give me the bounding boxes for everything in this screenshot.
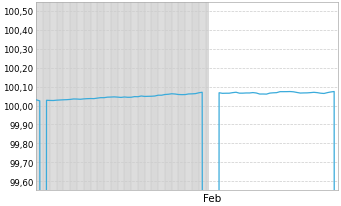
Bar [77,4,84,190]
Bar [131,4,138,190]
Bar [104,4,111,190]
Bar [36,4,43,190]
Bar [185,4,192,190]
Bar [90,4,97,190]
Bar [199,4,206,190]
Bar [172,4,178,190]
Bar [36,4,209,190]
Bar [50,4,57,190]
Bar [118,4,124,190]
Bar [158,4,165,190]
Bar [63,4,70,190]
Bar [145,4,151,190]
